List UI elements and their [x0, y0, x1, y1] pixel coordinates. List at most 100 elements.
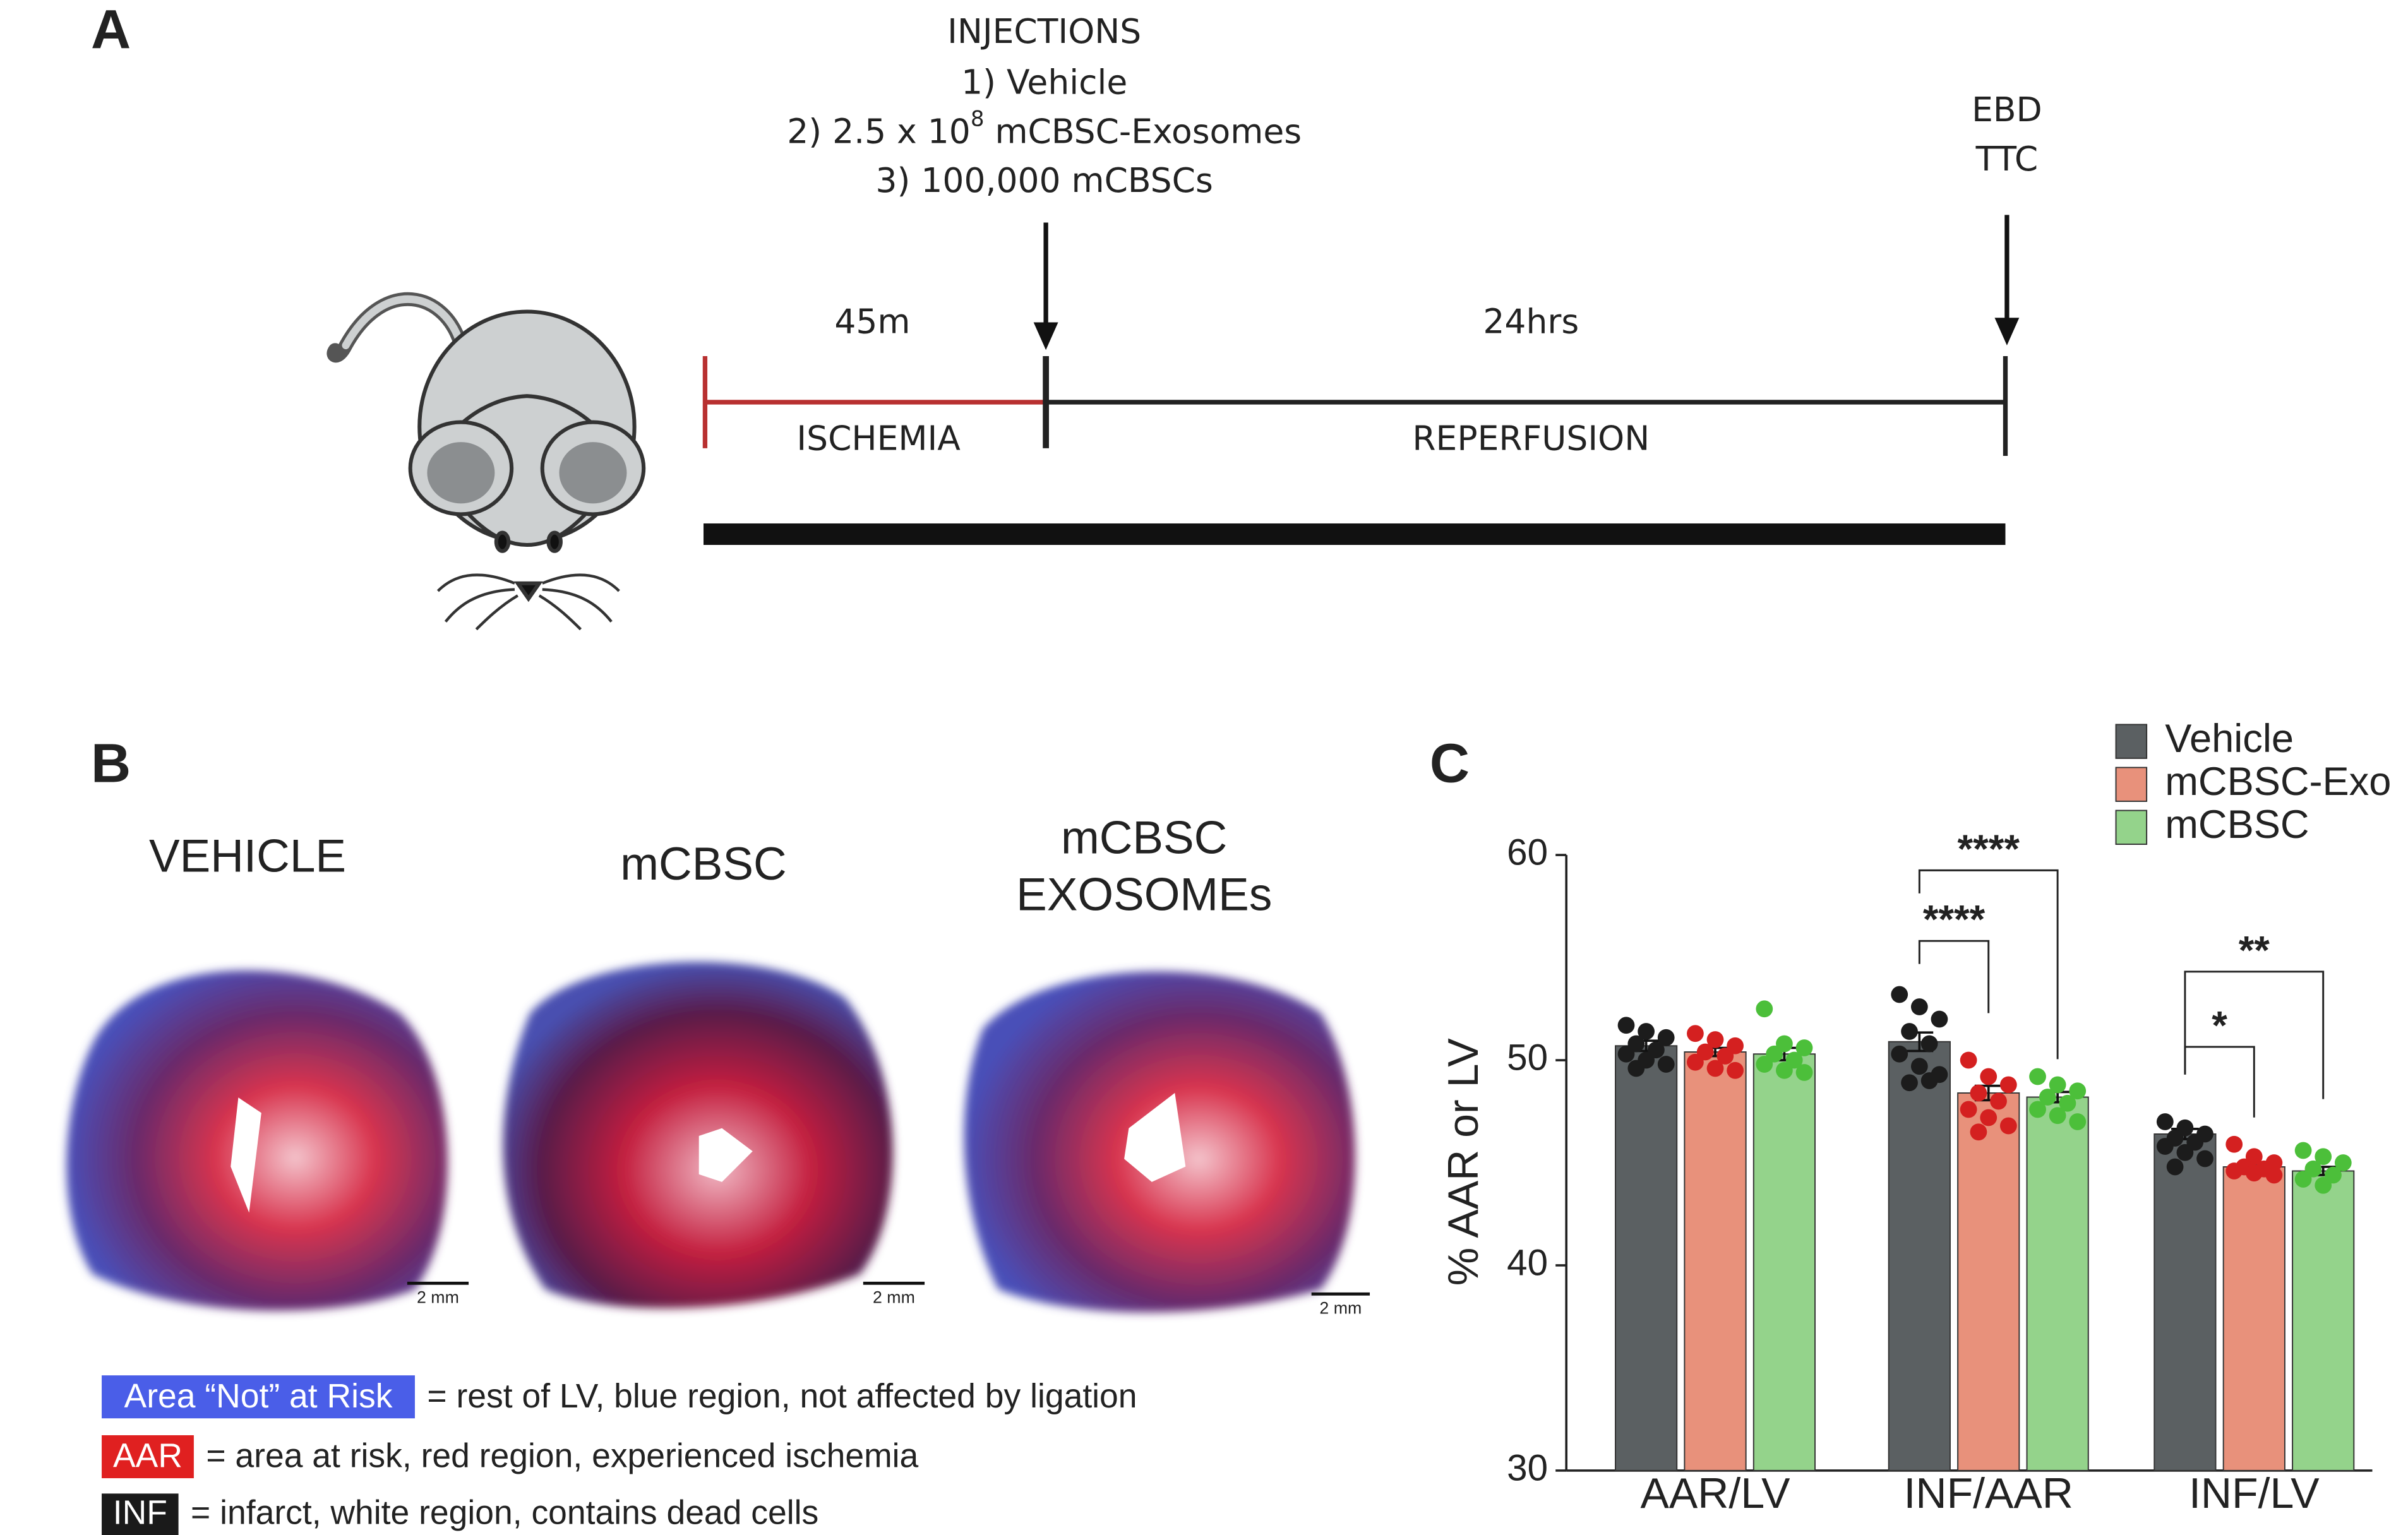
chart: 30 40 50 60 AAR/LV INF/AAR INF/LV VehiclemCBSC-… — [1507, 717, 2391, 1517]
data-point — [1891, 986, 1908, 1003]
data-point — [2196, 1150, 2213, 1168]
data-point — [1727, 1061, 1744, 1079]
sample-title: VEHICLE — [149, 831, 346, 882]
data-point — [2294, 1142, 2312, 1159]
data-point — [2029, 1101, 2046, 1118]
injection: 1) Vehicle — [961, 62, 1127, 102]
y-axis-label: % AAR or LV — [1439, 1038, 1487, 1286]
bar — [2026, 1096, 2089, 1471]
data-point — [1970, 1123, 1987, 1141]
legend-key-box — [102, 1435, 194, 1479]
data-point — [1638, 1023, 1655, 1040]
bar — [1615, 1045, 1678, 1471]
data-point — [1980, 1109, 1998, 1126]
bar — [1888, 1041, 1951, 1471]
legend-label: mCBSC — [2165, 803, 2309, 847]
data-point — [1687, 1053, 1704, 1071]
data-point — [1795, 1039, 1813, 1056]
data-point — [2029, 1068, 2046, 1085]
significance-label: * — [2212, 1003, 2227, 1048]
data-point — [1627, 1060, 1645, 1077]
data-point — [2069, 1113, 2087, 1130]
x-tick-label: INF/LV — [2189, 1469, 2320, 1517]
data-point — [1756, 1056, 1773, 1073]
duration: 24hrs — [1483, 302, 1579, 342]
heart-sections — [66, 962, 1355, 1313]
scale-bar-label: 2 mm — [417, 1288, 459, 1307]
x-tick-label: INF/AAR — [1904, 1469, 2073, 1517]
legend-text: = rest of LV, blue region, not affected … — [427, 1378, 1137, 1415]
data-point — [1980, 1068, 1998, 1085]
data-point — [2245, 1164, 2263, 1182]
timeline — [702, 215, 2020, 546]
phase-label: REPERFUSION — [1412, 418, 1650, 458]
data-point — [1931, 1010, 1948, 1028]
legend-key: Area “Not” at Risk — [124, 1378, 393, 1415]
data-point — [1910, 998, 1928, 1015]
injection: 3) 100,000 mCBSCs — [876, 160, 1213, 200]
injection-text: 2) 2.5 x 10 — [787, 111, 971, 151]
scale-bars — [407, 1281, 1370, 1296]
data-point — [2315, 1148, 2332, 1166]
significance-bracket — [2184, 971, 2325, 1099]
legend-swatch — [2115, 767, 2148, 802]
duration: 45m — [834, 302, 910, 342]
panel-label: B — [91, 732, 131, 794]
y-tick-label: 60 — [1507, 832, 1548, 873]
data-point — [1920, 1072, 1938, 1089]
data-point — [1617, 1017, 1635, 1034]
y-tick-label: 30 — [1507, 1447, 1548, 1488]
significance-bracket — [2184, 1046, 2255, 1118]
data-point — [2166, 1158, 2184, 1176]
data-point — [1999, 1076, 2017, 1094]
data-point — [1990, 1092, 2007, 1110]
bar — [1684, 1051, 1747, 1471]
data-point — [2059, 1094, 2076, 1112]
data-point — [1657, 1056, 1675, 1073]
data-point — [1756, 1000, 1773, 1018]
panel-label: A — [91, 0, 131, 61]
scale-bar-label: 2 mm — [873, 1288, 915, 1307]
data-point — [2315, 1176, 2332, 1194]
data-point — [1795, 1064, 1813, 1081]
data-point — [1910, 1058, 1928, 1075]
data-point — [1960, 1101, 1977, 1118]
data-point — [2294, 1171, 2312, 1188]
legend-swatch — [2115, 724, 2148, 759]
data-point — [1999, 1117, 2017, 1135]
data-point — [1617, 1045, 1635, 1063]
bar — [2222, 1166, 2285, 1471]
data-point — [2049, 1076, 2066, 1094]
data-point — [1687, 1025, 1704, 1042]
legend-key: INF — [113, 1495, 167, 1532]
injection-text: mCBSC-Exosomes — [984, 111, 1302, 151]
legend-text: = area at risk, red region, experienced … — [206, 1438, 918, 1475]
data-point — [1706, 1031, 1724, 1048]
significance-label: ** — [2239, 928, 2270, 972]
bar — [1957, 1092, 2020, 1471]
injection: 2) 2.5 x 108 mCBSC-Exosomes — [787, 106, 1302, 151]
legend-label: Vehicle — [2165, 717, 2294, 761]
mouse-illustration — [326, 292, 646, 631]
data-point — [2069, 1082, 2087, 1100]
sample-title: mCBSC — [1061, 812, 1227, 863]
data-point — [2039, 1089, 2056, 1106]
data-point — [2176, 1144, 2194, 1161]
endpoint: TTC — [1975, 139, 2039, 179]
data-point — [2225, 1135, 2243, 1153]
data-point — [2334, 1154, 2352, 1171]
bar — [1752, 1053, 1816, 1471]
endpoint: EBD — [1972, 90, 2042, 129]
sample-title: mCBSC — [620, 839, 786, 890]
sample-title: EXOSOMEs — [1016, 869, 1272, 920]
data-point — [1716, 1048, 1734, 1065]
data-point — [1901, 1023, 1918, 1040]
data-point — [1706, 1060, 1724, 1077]
data-point — [1920, 1035, 1938, 1053]
significance-bracket — [1918, 940, 1990, 1013]
data-point — [1776, 1061, 1793, 1079]
significance-bracket — [1918, 869, 2059, 1060]
panel-label: C — [1430, 732, 1470, 794]
data-point — [2156, 1138, 2174, 1155]
